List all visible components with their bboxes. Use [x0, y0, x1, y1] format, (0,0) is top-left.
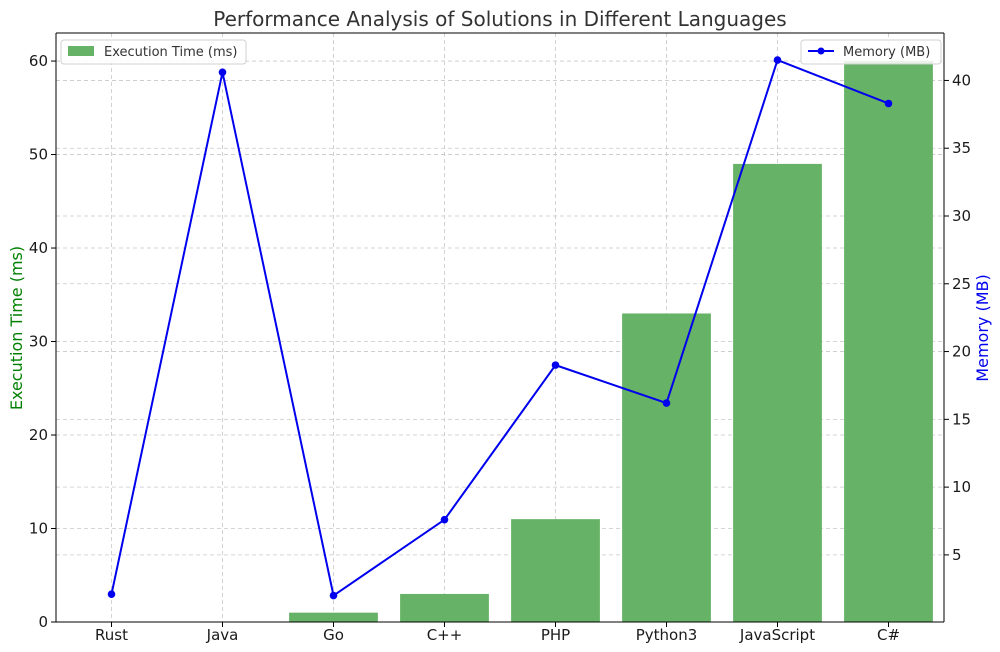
- legend-left: Execution Time (ms): [60, 39, 247, 65]
- legend-box: [800, 39, 942, 65]
- chart-title: Performance Analysis of Solutions in Dif…: [213, 7, 786, 31]
- y-left-tick-label: 0: [38, 613, 48, 631]
- x-tick-label: Java: [206, 626, 239, 644]
- y-right-axis-label: Memory (MB): [973, 274, 992, 381]
- y-right-tick-label: 40: [952, 71, 971, 89]
- legend-box: [60, 39, 247, 65]
- memory-point-c-: [440, 515, 449, 524]
- memory-point-java: [218, 68, 227, 77]
- legend-swatch-bar: [68, 46, 94, 56]
- bar-python3: [622, 313, 711, 622]
- legend-label-execution-time: Execution Time (ms): [104, 45, 237, 60]
- x-tick-label: Go: [323, 626, 344, 644]
- tick-labels: 0 10 20 30 40 50 60 5 10 15 20 25 30 35 40 Rust Java Go C+…: [29, 52, 971, 644]
- legend-right: Memory (MB): [800, 39, 942, 65]
- bar-php: [511, 519, 600, 622]
- y-right-tick-label: 5: [952, 546, 962, 564]
- y-right-tick-label: 35: [952, 139, 971, 157]
- memory-line: [107, 56, 893, 600]
- y-left-axis-label: Execution Time (ms): [7, 246, 26, 410]
- bar-c-: [400, 593, 489, 622]
- y-right-tick-label: 20: [952, 343, 971, 361]
- memory-series-line: [110, 58, 889, 598]
- legend-label-memory: Memory (MB): [843, 45, 930, 60]
- x-tick-label: JavaScript: [739, 626, 815, 644]
- memory-point-php: [551, 361, 560, 369]
- y-right-tick-label: 25: [952, 275, 971, 293]
- y-right-tick-label: 30: [952, 207, 971, 225]
- y-right-tick-label: 15: [952, 410, 971, 428]
- bar-go: [289, 612, 378, 622]
- y-left-tick-label: 20: [29, 426, 48, 444]
- y-left-tick-label: 40: [29, 239, 48, 257]
- memory-point-c-: [884, 99, 893, 108]
- y-left-tick-label: 10: [29, 520, 48, 538]
- bar-javascript: [733, 163, 822, 622]
- x-tick-label: Rust: [95, 626, 128, 644]
- bar-c-: [844, 61, 933, 623]
- legend-swatch-marker: [817, 47, 825, 55]
- memory-point-go: [329, 591, 338, 600]
- memory-point-python3: [662, 399, 671, 407]
- y-left-tick-label: 50: [29, 146, 48, 164]
- memory-point-rust: [107, 590, 116, 599]
- x-tick-label: C++: [427, 626, 463, 644]
- execution-time-bars: [289, 61, 933, 623]
- axes: [55, 32, 945, 623]
- x-tick-label: C#: [877, 626, 900, 644]
- memory-point-javascript: [773, 56, 782, 64]
- y-right-tick-label: 10: [952, 478, 971, 496]
- y-left-tick-label: 30: [29, 333, 48, 351]
- x-tick-label: Python3: [636, 626, 698, 644]
- x-tick-label: PHP: [541, 626, 570, 644]
- y-left-tick-label: 60: [29, 52, 48, 70]
